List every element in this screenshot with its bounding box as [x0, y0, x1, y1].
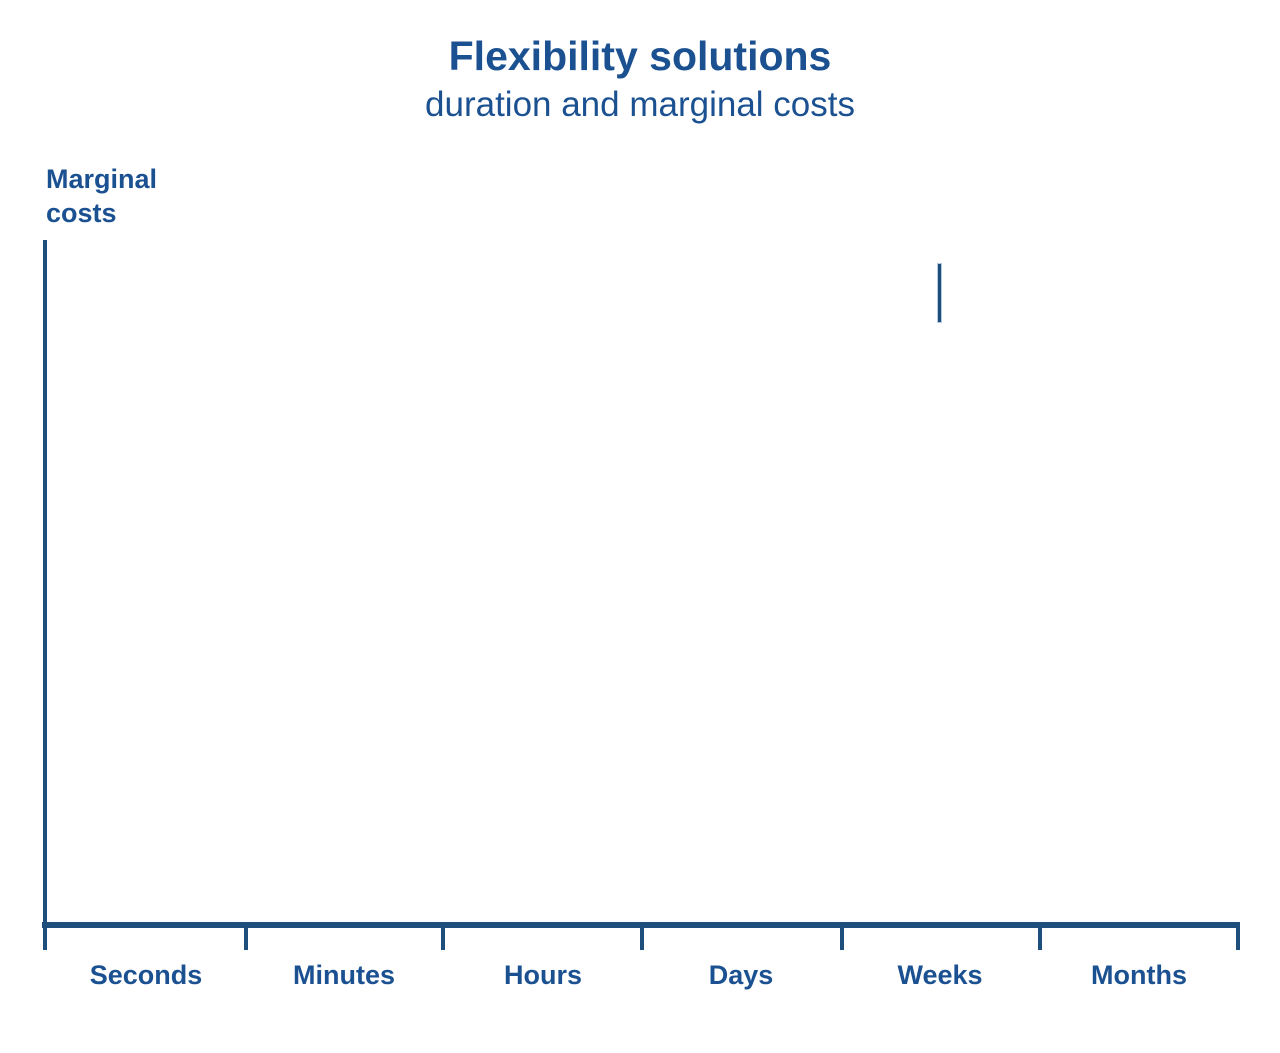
x-axis-label-days: Days — [708, 960, 774, 990]
x-axis-tick — [244, 922, 248, 950]
x-axis-tick — [840, 922, 844, 950]
chart-title: Flexibility solutions — [448, 33, 832, 79]
x-axis-label-months: Months — [1091, 960, 1187, 990]
y-axis-label: Marginal costs — [46, 164, 158, 228]
x-axis-label-seconds: Seconds — [89, 960, 203, 990]
x-axis-label-weeks: Weeks — [897, 960, 983, 990]
x-axis-tick — [1236, 922, 1240, 950]
chart-subtitle: duration and marginal costs — [425, 85, 855, 124]
y-axis-line — [43, 240, 47, 950]
x-axis-tick — [441, 922, 445, 950]
x-axis-label-minutes: Minutes — [292, 960, 396, 990]
x-axis-tick — [640, 922, 644, 950]
x-axis-tick — [1038, 922, 1042, 950]
partial-curve-segment — [938, 264, 941, 322]
x-axis-label-hours: Hours — [503, 960, 583, 990]
